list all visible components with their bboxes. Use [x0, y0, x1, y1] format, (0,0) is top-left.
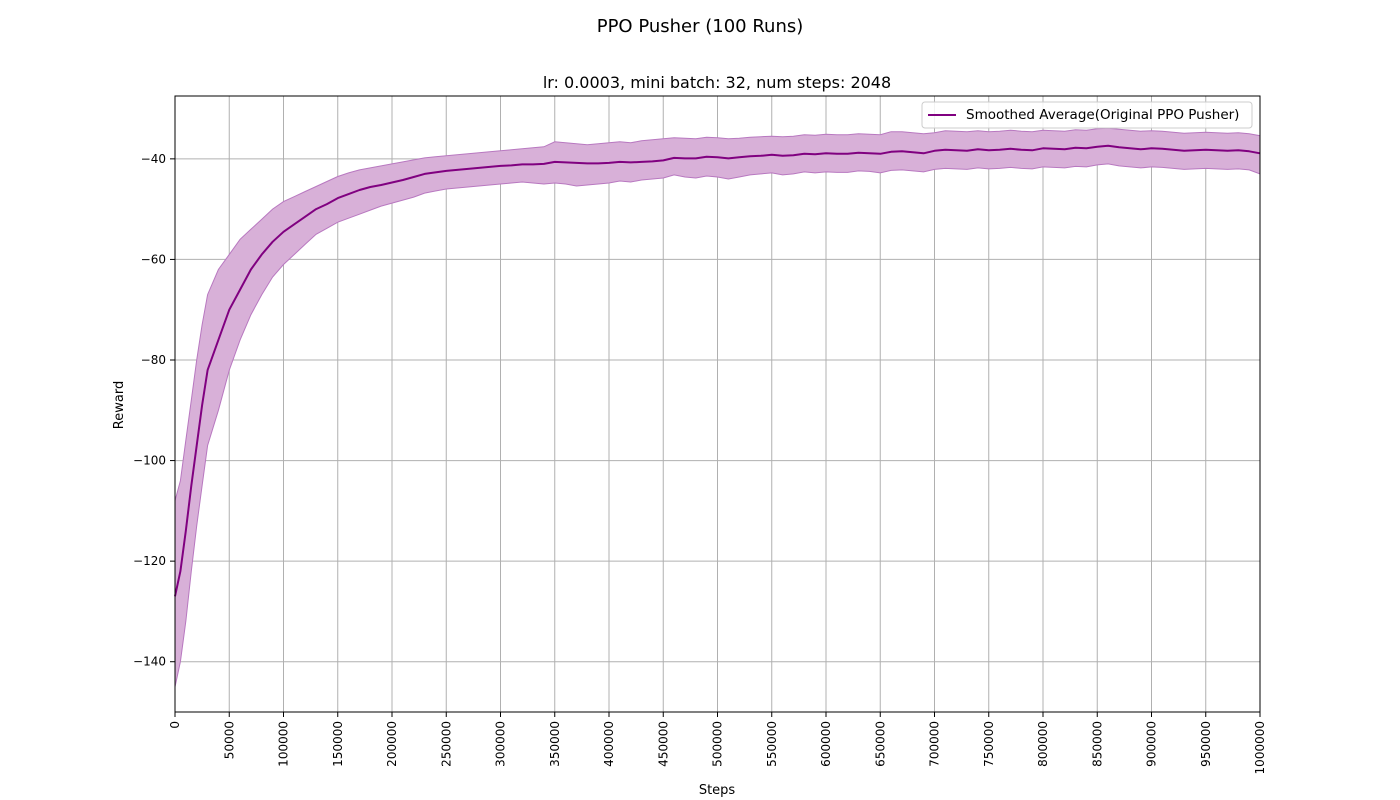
y-axis-ticks: −140 −120 −100 −80 −60 −40 [133, 152, 175, 669]
x-tick-label: 700000 [928, 721, 942, 767]
x-tick-label: 450000 [656, 721, 670, 767]
x-tick-label: 750000 [982, 721, 996, 767]
y-axis-label: Reward [112, 381, 127, 429]
x-tick-label: 850000 [1090, 721, 1104, 767]
mean-line-layer [174, 144, 1261, 597]
y-tick-label: −40 [141, 152, 166, 166]
x-tick-label: 900000 [1145, 721, 1159, 767]
legend: Smoothed Average(Original PPO Pusher) [921, 101, 1253, 129]
y-tick-label: −60 [141, 252, 166, 266]
y-tick-label: −120 [133, 554, 166, 568]
y-tick-label: −140 [133, 655, 166, 669]
x-tick-label: 200000 [385, 721, 399, 767]
figure-suptitle: PPO Pusher (100 Runs) [597, 16, 804, 37]
grid-lines [174, 96, 1261, 712]
x-tick-label: 0 [168, 721, 182, 729]
x-axis-label: Steps [699, 783, 736, 798]
plot-title: lr: 0.0003, mini batch: 32, num steps: 2… [543, 73, 891, 92]
x-tick-label: 1000000 [1253, 721, 1267, 774]
x-tick-label: 350000 [548, 721, 562, 767]
x-tick-label: 100000 [277, 721, 291, 767]
x-tick-label: 950000 [1199, 721, 1213, 767]
x-tick-label: 150000 [331, 721, 345, 767]
legend-label: Smoothed Average(Original PPO Pusher) [966, 107, 1239, 123]
y-tick-label: −100 [133, 454, 166, 468]
y-tick-label: −80 [141, 353, 166, 367]
x-tick-label: 50000 [222, 721, 236, 759]
mean-line [174, 144, 1261, 597]
x-tick-label: 250000 [439, 721, 453, 767]
legend-box [921, 101, 1253, 129]
x-axis-ticks: 0 50000 100000 150000 200000 250000 300000 3500… [168, 712, 1267, 774]
x-tick-label: 800000 [1036, 721, 1050, 767]
x-tick-label: 600000 [819, 721, 833, 767]
x-tick-label: 500000 [711, 721, 725, 767]
x-tick-label: 550000 [765, 721, 779, 767]
x-tick-label: 650000 [873, 721, 887, 767]
x-tick-label: 300000 [494, 721, 508, 767]
x-tick-label: 400000 [602, 721, 616, 767]
